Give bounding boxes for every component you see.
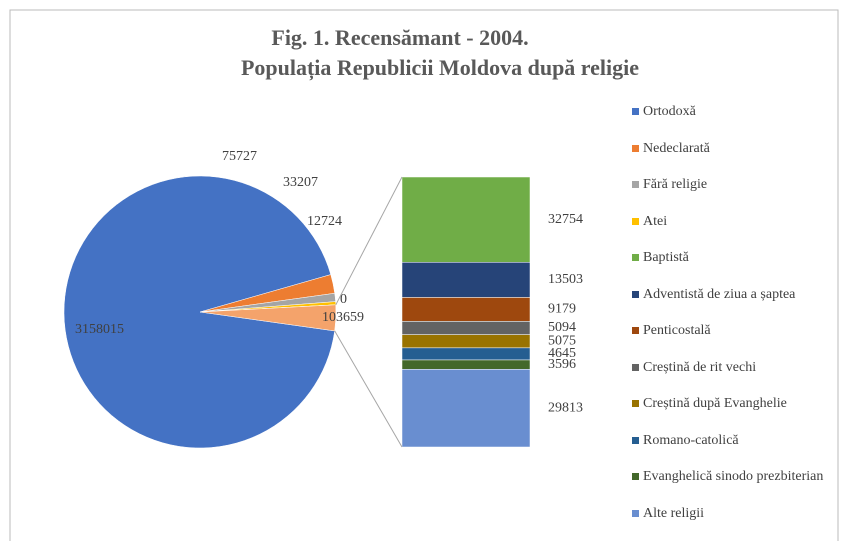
legend-text: Creștină de rit vechi — [643, 359, 757, 375]
legend-swatch — [632, 217, 639, 225]
pie-label: 3158015 — [75, 322, 124, 337]
pie-label: 33207 — [283, 175, 318, 190]
legend-item: Creștină după Evanghelie — [630, 396, 845, 433]
legend-text: Alte religii — [643, 505, 705, 521]
legend-item: Fără religie — [630, 177, 845, 214]
legend-item: Ortodoxă — [630, 104, 845, 141]
legend-item: Evanghelică sinodo prezbiterian — [630, 469, 845, 506]
legend-item: Nedeclarată — [630, 141, 845, 178]
pie-label: 103659 — [322, 310, 364, 325]
frame — [9, 9, 839, 541]
bar-segment — [401, 359, 531, 370]
legend-item: Penticostală — [630, 323, 845, 360]
legend-item: Alte religii — [630, 506, 845, 541]
legend-text: Penticostală — [643, 323, 711, 338]
legend-swatch — [632, 144, 639, 152]
connector — [334, 330, 403, 448]
bar-label: 3596 — [548, 357, 576, 372]
pie-label: 12724 — [307, 214, 342, 229]
legend: Ortodoxă Nedeclarată Fără religie Atei Bapti… — [630, 104, 845, 541]
legend-item: Atei — [630, 214, 845, 251]
bar-segment — [401, 369, 531, 448]
legend-text: Adventistă de ziua a șaptea — [643, 286, 796, 302]
legend-text: Romano-catolică — [643, 432, 739, 448]
bar-segment — [401, 262, 531, 298]
legend-swatch — [632, 436, 639, 444]
legend-text: Creștină după Evanghelie — [643, 396, 787, 411]
legend-swatch — [632, 400, 639, 407]
legend-item: Creștină de rit vechi — [630, 360, 845, 397]
legend-swatch — [632, 108, 639, 115]
legend-swatch — [632, 473, 639, 480]
legend-swatch — [632, 290, 639, 298]
legend-text: Fără religie — [643, 177, 708, 192]
bar-segment — [401, 334, 531, 349]
bar-label: 9179 — [548, 302, 576, 317]
bar-segment — [401, 176, 531, 263]
legend-swatch — [632, 327, 639, 334]
bar-label: 29813 — [548, 400, 583, 415]
legend-swatch — [632, 509, 639, 517]
pie-label: 75727 — [222, 149, 257, 164]
pie-slice — [63, 175, 335, 449]
legend-text: Evanghelică sinodo prezbiterian — [643, 469, 824, 484]
legend-swatch — [632, 254, 639, 261]
connector — [335, 176, 403, 306]
legend-swatch — [632, 363, 639, 371]
legend-item: Baptistă — [630, 250, 845, 287]
bar-label: 5094 — [548, 320, 576, 335]
legend-swatch — [632, 181, 639, 188]
chart-title: Fig. 1. Recensămant - 2004. — [271, 25, 528, 50]
legend-text: Baptistă — [643, 250, 689, 265]
legend-text: Nedeclarată — [643, 140, 710, 156]
bar-segment — [401, 297, 531, 322]
bar-segment — [401, 347, 531, 361]
pie-label: 0 — [340, 292, 347, 307]
bar-label: 4645 — [548, 346, 576, 361]
legend-item: Adventistă de ziua a șaptea — [630, 287, 845, 324]
legend-text: Atei — [643, 213, 668, 229]
bar-segment — [401, 321, 531, 335]
bar-label: 32754 — [548, 212, 583, 227]
bar-label: 13503 — [548, 272, 583, 287]
chart-subtitle: Populația Republicii Moldova după religi… — [241, 55, 639, 81]
legend-item: Romano-catolică — [630, 433, 845, 470]
pie-slice — [199, 304, 337, 332]
legend-text: Ortodoxă — [643, 104, 696, 119]
bar-label: 5075 — [548, 333, 576, 348]
